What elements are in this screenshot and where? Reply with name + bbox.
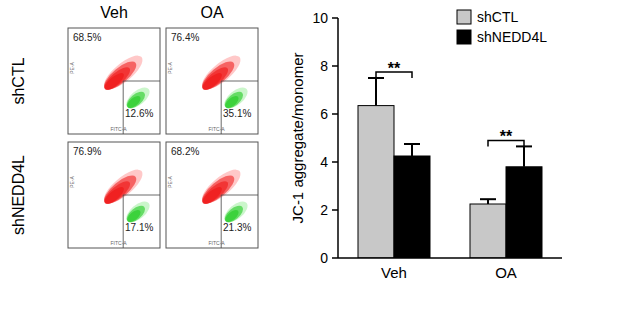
red-cloud — [101, 64, 133, 94]
legend-swatch — [457, 30, 471, 44]
upper-percent: 68.5% — [73, 32, 101, 43]
axis-label-y: PE-A — [69, 62, 75, 74]
flow-panel: 68.2% 21.3% PE-A FITC-A — [166, 142, 258, 248]
y-tick-label: 10 — [312, 10, 328, 26]
error-bar — [404, 144, 420, 156]
x-axis — [338, 257, 562, 259]
y-tick — [332, 257, 338, 259]
y-tick — [332, 209, 338, 211]
red-cloud — [198, 171, 238, 208]
axis-label-x: FITC-A — [209, 126, 226, 132]
flow-panel: 76.9% 17.1% PE-A FITC-A — [68, 142, 160, 248]
error-bar — [516, 146, 532, 166]
red-cloud — [199, 64, 231, 94]
red-cloud — [100, 57, 140, 94]
x-tick-label: OA — [495, 264, 517, 281]
y-tick-label: 4 — [320, 154, 328, 170]
axis-label-y: PE-A — [167, 176, 173, 188]
lower-percent: 35.1% — [223, 108, 251, 119]
flow-panels: VehOAshCTLshNEDD4L68.5%12.6%PE-AFITC-A76… — [10, 4, 258, 248]
y-tick — [332, 161, 338, 163]
panel-frame — [166, 142, 258, 248]
x-tick-label: Veh — [381, 264, 407, 281]
upper-percent: 68.2% — [171, 146, 199, 157]
error-cap — [480, 198, 496, 200]
y-axis — [337, 18, 339, 258]
panel-frame — [166, 28, 258, 134]
error-bar — [368, 78, 384, 106]
y-tick — [332, 65, 338, 67]
y-tick-label: 6 — [320, 106, 328, 122]
flow-panel: 68.5% 12.6% PE-A FITC-A — [68, 28, 160, 134]
bar-chart: JC-1 aggregate/monomer 0 2 4 6 8 10 Veh OA ** ** sh… — [289, 9, 562, 281]
axis-label-y: PE-A — [69, 176, 75, 188]
significance-label: ** — [500, 128, 513, 145]
red-cloud — [100, 171, 140, 208]
red-cloud — [200, 70, 224, 92]
red-cloud — [199, 178, 231, 208]
row-label: shCTL — [10, 57, 27, 104]
error-cap — [404, 143, 420, 145]
axis-label-x: FITC-A — [111, 240, 128, 246]
lower-percent: 17.1% — [125, 222, 153, 233]
bar — [506, 167, 542, 258]
legend: shCTL shNEDD4L — [457, 9, 547, 45]
bar — [394, 156, 430, 258]
row-label: shNEDD4L — [10, 155, 27, 235]
y-tick-label: 0 — [320, 250, 328, 266]
flow-panel: 76.4% 35.1% PE-A FITC-A — [166, 28, 258, 134]
gate — [123, 81, 160, 134]
y-axis-label: JC-1 aggregate/monomer — [289, 53, 306, 224]
legend-swatch — [457, 10, 471, 24]
upper-percent: 76.4% — [171, 32, 199, 43]
gate — [123, 195, 160, 248]
significance-label: ** — [388, 60, 401, 77]
error-bar — [480, 199, 496, 204]
lower-percent: 12.6% — [125, 108, 153, 119]
axis-label-y: PE-A — [167, 62, 173, 74]
red-cloud — [101, 178, 133, 208]
bars — [358, 78, 542, 258]
y-tick-label: 8 — [320, 58, 328, 74]
error-line — [411, 144, 413, 156]
gate — [221, 195, 258, 248]
y-tick — [332, 113, 338, 115]
legend-label: shNEDD4L — [477, 29, 547, 45]
y-tick — [332, 17, 338, 19]
panel-frame — [68, 142, 160, 248]
lower-percent: 21.3% — [223, 222, 251, 233]
red-cloud — [102, 70, 126, 92]
y-tick-label: 2 — [320, 202, 328, 218]
red-cloud — [200, 184, 224, 206]
panel-frame — [68, 28, 160, 134]
error-line — [375, 78, 377, 106]
red-cloud — [198, 57, 238, 94]
legend-label: shCTL — [477, 9, 518, 25]
axis-label-x: FITC-A — [111, 126, 128, 132]
red-cloud — [102, 184, 126, 206]
error-line — [523, 146, 525, 166]
axis-label-x: FITC-A — [209, 240, 226, 246]
gate — [221, 81, 258, 134]
bar — [358, 106, 394, 258]
figure: VehOAshCTLshNEDD4L68.5%12.6%PE-AFITC-A76… — [0, 0, 633, 310]
bar — [470, 204, 506, 258]
column-label: Veh — [100, 4, 128, 21]
upper-percent: 76.9% — [73, 146, 101, 157]
column-label: OA — [200, 4, 223, 21]
